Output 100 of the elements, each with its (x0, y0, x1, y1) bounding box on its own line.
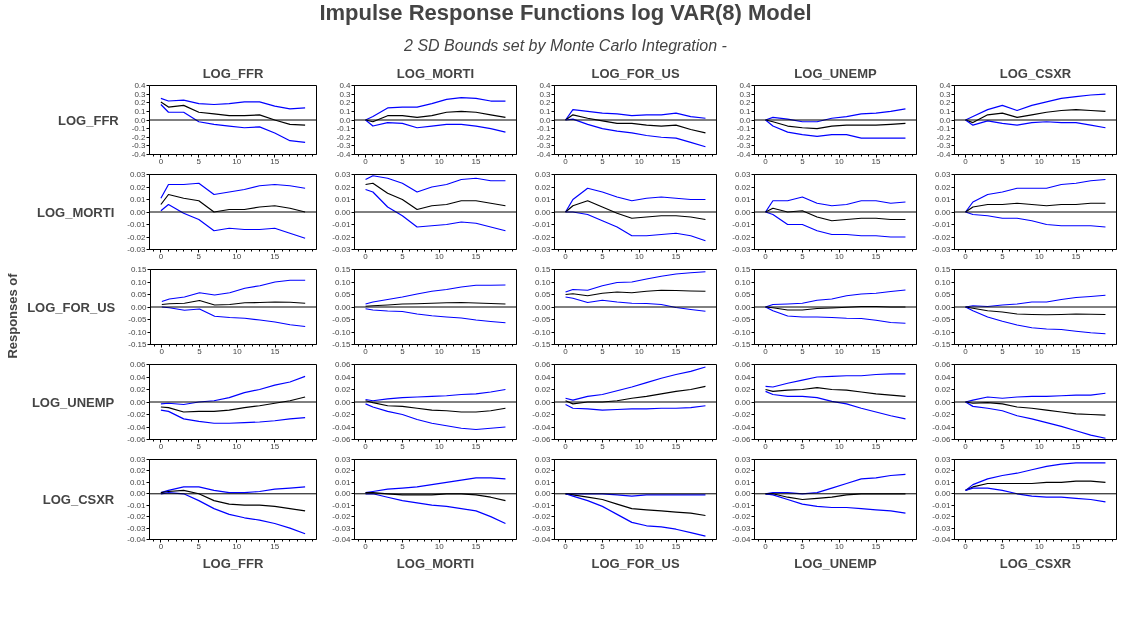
x-tick-label: 5 (800, 541, 806, 551)
y-tick-label: -0.01 (127, 500, 147, 510)
y-tick-label: 0.1 (939, 106, 952, 116)
y-tick-label: -0.04 (532, 422, 552, 432)
y-tick-label: 0.01 (334, 195, 352, 204)
x-tick-label: 5 (1000, 251, 1006, 261)
y-tick-label: -0.4 (536, 150, 552, 159)
x-tick-label: 5 (1000, 441, 1006, 451)
y-tick-label: -0.10 (932, 327, 952, 337)
y-tick-label: 0.2 (939, 98, 952, 108)
y-tick-label: 0.15 (334, 265, 352, 274)
y-tick-label: -0.01 (127, 220, 147, 229)
y-tick-label: 0.01 (534, 195, 552, 204)
y-tick-label: -0.4 (336, 150, 352, 159)
y-tick-label: 0.0 (939, 115, 952, 125)
y-tick-label: -0.02 (332, 512, 352, 522)
x-tick-label: 5 (600, 441, 606, 451)
x-tick-label: 15 (270, 441, 280, 451)
y-tick-label: 0.05 (334, 290, 352, 299)
x-tick-label: 5 (400, 541, 406, 551)
y-tick-label: 0.01 (129, 195, 147, 204)
y-tick-label: -0.02 (932, 232, 952, 242)
y-tick-label: 0.1 (739, 106, 752, 116)
x-tick-label: 0 (963, 441, 969, 451)
chart-title: LOG_MORTI (396, 65, 475, 81)
y-tick-label: -0.02 (127, 232, 147, 242)
x-tick-label: 5 (800, 441, 806, 451)
y-axis-title: LOG_FFR (58, 112, 120, 128)
x-tick-label: 10 (834, 251, 845, 261)
y-tick-label: -0.03 (332, 245, 352, 254)
x-tick-label: 15 (1071, 441, 1081, 451)
x-tick-label: 15 (671, 441, 681, 451)
x-tick-label: 10 (634, 156, 645, 166)
x-tick-label: 5 (196, 251, 202, 261)
y-tick-label: -0.3 (131, 141, 147, 151)
x-tick-label: 10 (232, 346, 243, 356)
y-tick-label: 0.04 (934, 372, 952, 382)
x-tick-label: 10 (834, 346, 845, 356)
x-tick-label: 15 (270, 541, 280, 551)
y-tick-label: -0.3 (936, 141, 952, 151)
y-tick-label: 0.0 (739, 115, 752, 125)
x-tick-label: 15 (471, 156, 481, 166)
y-tick-label: 0.00 (534, 302, 552, 312)
y-tick-label: -0.2 (536, 132, 552, 142)
y-tick-label: 0.1 (134, 106, 147, 116)
y-tick-label: 0.4 (134, 81, 147, 90)
y-tick-label: -0.15 (532, 340, 552, 349)
x-tick-label: 5 (196, 541, 202, 551)
x-tick-label: 0 (563, 441, 569, 451)
y-tick-label: -0.03 (932, 523, 952, 533)
y-tick-label: -0.03 (732, 245, 752, 254)
y-tick-label: 0.02 (734, 182, 752, 192)
y-tick-label: -0.01 (932, 500, 952, 510)
x-tick-label: 5 (600, 156, 606, 166)
y-tick-label: 0.06 (129, 360, 147, 369)
x-tick-label: 0 (963, 156, 969, 166)
x-tick-label: 15 (1071, 251, 1081, 261)
y-tick-label: 0.01 (934, 195, 952, 204)
y-tick-label: -0.02 (932, 410, 952, 419)
y-tick-label: 0.00 (934, 207, 952, 217)
y-tick-label: 0.0 (339, 115, 352, 125)
y-tick-label: -0.01 (932, 220, 952, 229)
y-tick-label: 0.03 (934, 170, 952, 179)
x-tick-label: 10 (1034, 346, 1045, 356)
y-axis-title: LOG_UNEMP (31, 394, 115, 410)
y-tick-label: 0.3 (134, 89, 147, 99)
x-tick-label: 5 (800, 251, 806, 261)
y-tick-label: -0.06 (127, 435, 147, 444)
y-tick-label: 0.00 (334, 207, 352, 217)
x-tick-label: 0 (763, 541, 769, 551)
y-tick-label: 0.04 (734, 372, 752, 382)
y-tick-label: 0.04 (534, 372, 552, 382)
y-tick-label: -0.06 (732, 435, 752, 444)
y-tick-label: 0.15 (130, 265, 148, 274)
x-tick-label: 10 (1034, 156, 1045, 166)
y-tick-label: -0.1 (131, 124, 147, 134)
y-tick-label: -0.06 (332, 435, 352, 444)
x-tick-label: 0 (158, 251, 164, 261)
y-tick-label: 0.4 (539, 81, 552, 90)
y-tick-label: -0.2 (736, 132, 752, 142)
y-tick-label: -0.01 (532, 220, 552, 229)
x-tick-label: 0 (363, 441, 369, 451)
y-tick-label: -0.02 (932, 512, 952, 522)
y-tick-label: 0.06 (934, 360, 952, 369)
x-tick-label: 0 (963, 346, 969, 356)
y-tick-label: 0.05 (130, 290, 148, 299)
y-tick-label: 0.03 (534, 455, 552, 464)
y-tick-label: -0.1 (936, 124, 952, 134)
y-tick-label: 0.2 (539, 98, 552, 108)
y-tick-label: 0.02 (129, 182, 147, 192)
y-tick-label: 0.00 (334, 397, 352, 407)
y-tick-label: -0.04 (732, 535, 752, 544)
x-tick-label: 10 (634, 251, 645, 261)
x-tick-label: 10 (834, 441, 845, 451)
y-tick-label: -0.01 (732, 220, 752, 229)
x-tick-label: 0 (363, 156, 369, 166)
x-tick-label: 5 (600, 251, 606, 261)
x-tick-label: 15 (871, 156, 881, 166)
x-axis-title: LOG_FOR_US (591, 555, 680, 571)
y-tick-label: 0.00 (534, 397, 552, 407)
